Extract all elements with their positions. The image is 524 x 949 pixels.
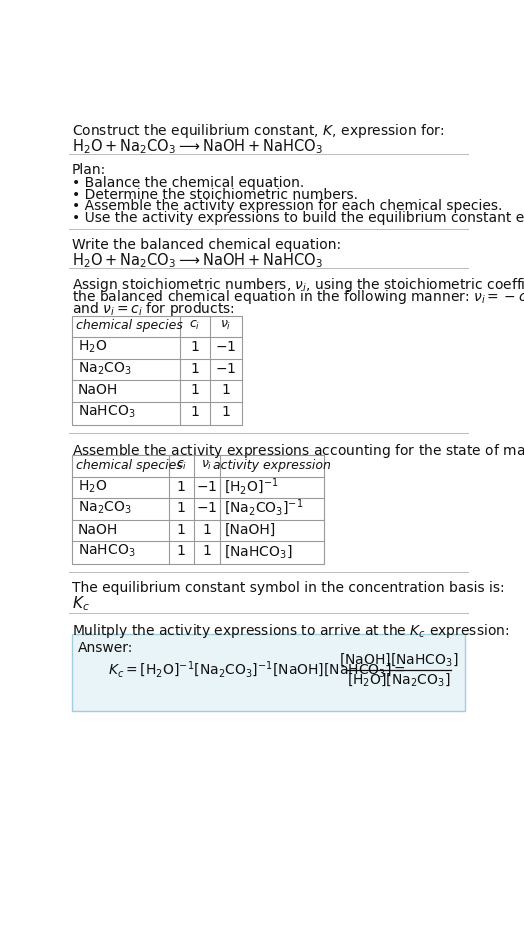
Text: NaOH: NaOH [78,523,118,537]
Text: 1: 1 [191,383,199,398]
Text: the balanced chemical equation in the following manner: $\nu_i = -c_i$ for react: the balanced chemical equation in the fo… [72,288,524,306]
Bar [72,316,242,425]
Text: $\nu_i$: $\nu_i$ [220,319,232,332]
Text: $K_c$: $K_c$ [72,594,90,613]
Text: Answer:: Answer: [78,641,133,655]
Text: $[\rm NaOH][\rm NaHCO_3]$: $[\rm NaOH][\rm NaHCO_3]$ [339,651,458,668]
Text: $\rm H_2O + Na_2CO_3 \longrightarrow NaOH + NaHCO_3$: $\rm H_2O + Na_2CO_3 \longrightarrow NaO… [72,137,323,156]
Text: activity expression: activity expression [213,458,331,472]
Text: $[\rm H_2O]^{-1}$: $[\rm H_2O]^{-1}$ [224,476,279,496]
Text: $\rm NaHCO_3$: $\rm NaHCO_3$ [78,543,135,560]
Text: $\rm H_2O$: $\rm H_2O$ [78,339,107,355]
Text: Plan:: Plan: [72,163,106,177]
Text: $c_i$: $c_i$ [176,458,187,472]
Text: 1: 1 [177,523,186,537]
Text: $\nu_i$: $\nu_i$ [201,458,213,472]
Text: $\rm Na_2CO_3$: $\rm Na_2CO_3$ [78,500,132,516]
Text: Assemble the activity expressions accounting for the state of matter and $\nu_i$: Assemble the activity expressions accoun… [72,442,524,460]
Text: $[\rm NaHCO_3]$: $[\rm NaHCO_3]$ [224,543,293,560]
Text: Construct the equilibrium constant, $K$, expression for:: Construct the equilibrium constant, $K$,… [72,121,444,140]
Text: chemical species: chemical species [77,319,183,332]
Bar [72,455,324,565]
Text: [NaOH]: [NaOH] [224,523,276,537]
Text: Assign stoichiometric numbers, $\nu_i$, using the stoichiometric coefficients, $: Assign stoichiometric numbers, $\nu_i$, … [72,275,524,293]
Text: Write the balanced chemical equation:: Write the balanced chemical equation: [72,238,341,251]
Text: 1: 1 [177,479,186,493]
Text: $-1$: $-1$ [196,501,217,515]
Text: $c_i$: $c_i$ [189,319,201,332]
FancyBboxPatch shape [72,634,465,712]
Text: 1: 1 [177,544,186,558]
Text: $\rm NaHCO_3$: $\rm NaHCO_3$ [78,403,135,420]
Text: • Use the activity expressions to build the equilibrium constant expression.: • Use the activity expressions to build … [72,211,524,225]
Text: $\rm H_2O$: $\rm H_2O$ [78,478,107,494]
Text: chemical species: chemical species [77,458,183,472]
Text: $-1$: $-1$ [215,340,236,354]
Text: $-1$: $-1$ [215,362,236,376]
Text: $[\rm Na_2CO_3]^{-1}$: $[\rm Na_2CO_3]^{-1}$ [224,498,304,518]
Text: • Assemble the activity expression for each chemical species.: • Assemble the activity expression for e… [72,199,502,214]
Text: The equilibrium constant symbol in the concentration basis is:: The equilibrium constant symbol in the c… [72,582,504,595]
Text: $K_c = [\rm H_2O]^{-1} [\rm Na_2CO_3]^{-1} [\rm NaOH][\rm NaHCO_3] =$: $K_c = [\rm H_2O]^{-1} [\rm Na_2CO_3]^{-… [108,660,406,680]
Text: $\rm Na_2CO_3$: $\rm Na_2CO_3$ [78,361,132,377]
Text: • Balance the chemical equation.: • Balance the chemical equation. [72,177,304,190]
Text: 1: 1 [191,340,199,354]
Text: $-1$: $-1$ [196,479,217,493]
Text: • Determine the stoichiometric numbers.: • Determine the stoichiometric numbers. [72,188,358,202]
Text: and $\nu_i = c_i$ for products:: and $\nu_i = c_i$ for products: [72,300,235,318]
Text: 1: 1 [202,544,211,558]
Text: 1: 1 [191,405,199,419]
Text: NaOH: NaOH [78,383,118,398]
Text: 1: 1 [191,362,199,376]
Text: Mulitply the activity expressions to arrive at the $K_c$ expression:: Mulitply the activity expressions to arr… [72,623,509,640]
Text: 1: 1 [202,523,211,537]
Text: $\rm H_2O + Na_2CO_3 \longrightarrow NaOH + NaHCO_3$: $\rm H_2O + Na_2CO_3 \longrightarrow NaO… [72,251,323,270]
Text: 1: 1 [222,383,231,398]
Text: 1: 1 [222,405,231,419]
Text: 1: 1 [177,501,186,515]
Text: $[\rm H_2O][\rm Na_2CO_3]$: $[\rm H_2O][\rm Na_2CO_3]$ [347,672,451,688]
